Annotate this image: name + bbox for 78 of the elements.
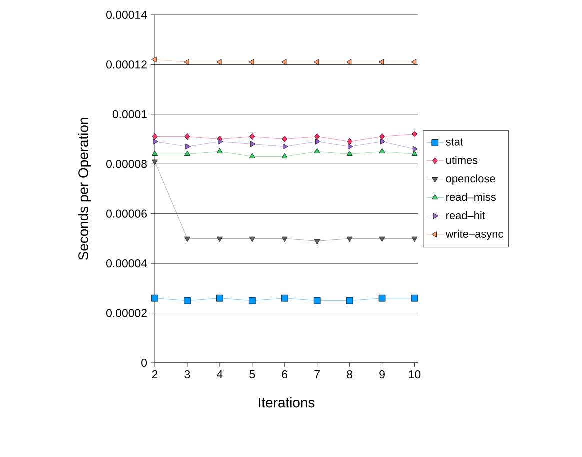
point (282, 236, 288, 242)
point (412, 130, 418, 138)
point (316, 138, 321, 145)
point (152, 150, 158, 156)
point (283, 144, 288, 150)
point (379, 148, 386, 154)
point (152, 56, 157, 63)
point (380, 138, 386, 145)
point (314, 239, 320, 245)
point (153, 138, 158, 145)
legend-label: read–hit (446, 211, 486, 220)
legend-label: openclose (446, 174, 496, 185)
point (346, 236, 353, 242)
point (216, 59, 222, 66)
legend-label: stat (446, 138, 464, 146)
point (184, 59, 190, 66)
point (314, 133, 320, 140)
y-tick-label: 0.00004 (106, 260, 148, 268)
point (346, 297, 354, 304)
point (249, 297, 256, 304)
point (218, 138, 224, 145)
point (184, 133, 190, 140)
x-tick-label: 8 (347, 370, 352, 379)
point (380, 133, 385, 140)
x-tick-label: 2 (152, 370, 158, 379)
point (346, 150, 353, 156)
point (412, 150, 418, 156)
point (346, 59, 352, 66)
x-tick-label: 6 (282, 370, 288, 379)
point (347, 138, 352, 146)
legend-label: read–miss (446, 193, 496, 202)
point (152, 294, 158, 302)
point (412, 236, 418, 242)
point (314, 148, 320, 154)
point (411, 294, 418, 302)
x-tick-label: 5 (250, 370, 256, 378)
point (250, 141, 256, 148)
x-tick-label: 9 (380, 370, 385, 379)
x-tick-label: 7 (314, 370, 320, 378)
y-tick-label: 0 (142, 358, 148, 368)
point (249, 236, 256, 242)
y-tick-label: 0.00002 (106, 309, 147, 318)
point (281, 294, 288, 302)
y-axis-title: Seconds per Operation (78, 118, 92, 260)
x-tick-label: 4 (217, 370, 223, 378)
point (216, 236, 223, 242)
point (184, 297, 191, 304)
point (411, 59, 417, 66)
point (348, 144, 354, 150)
x-tick-label: 3 (184, 370, 190, 379)
point (152, 133, 158, 140)
point (216, 148, 223, 154)
point (249, 59, 254, 66)
legend-label: utimes (446, 156, 478, 164)
x-tick-label: 10 (409, 370, 421, 379)
y-tick-label: 0.0001 (112, 110, 147, 118)
x-axis-title: Iterations (259, 397, 315, 408)
point (186, 144, 191, 150)
point (249, 153, 256, 158)
point (314, 59, 320, 66)
point (184, 236, 190, 242)
point (216, 294, 224, 302)
point (282, 136, 288, 143)
y-tick-label: 0.00008 (106, 160, 147, 168)
legend-label: write–async (446, 230, 504, 240)
y-tick-label: 0.00006 (106, 210, 147, 218)
point (314, 297, 321, 304)
point (184, 150, 190, 156)
point (379, 236, 386, 242)
y-tick-label: 0.00012 (106, 60, 147, 69)
y-tick-label: 0.00014 (106, 10, 148, 20)
point (378, 59, 384, 66)
point (412, 146, 418, 152)
point (152, 160, 158, 166)
point (282, 153, 288, 158)
point (378, 294, 386, 302)
point (281, 59, 287, 66)
point (250, 133, 256, 140)
